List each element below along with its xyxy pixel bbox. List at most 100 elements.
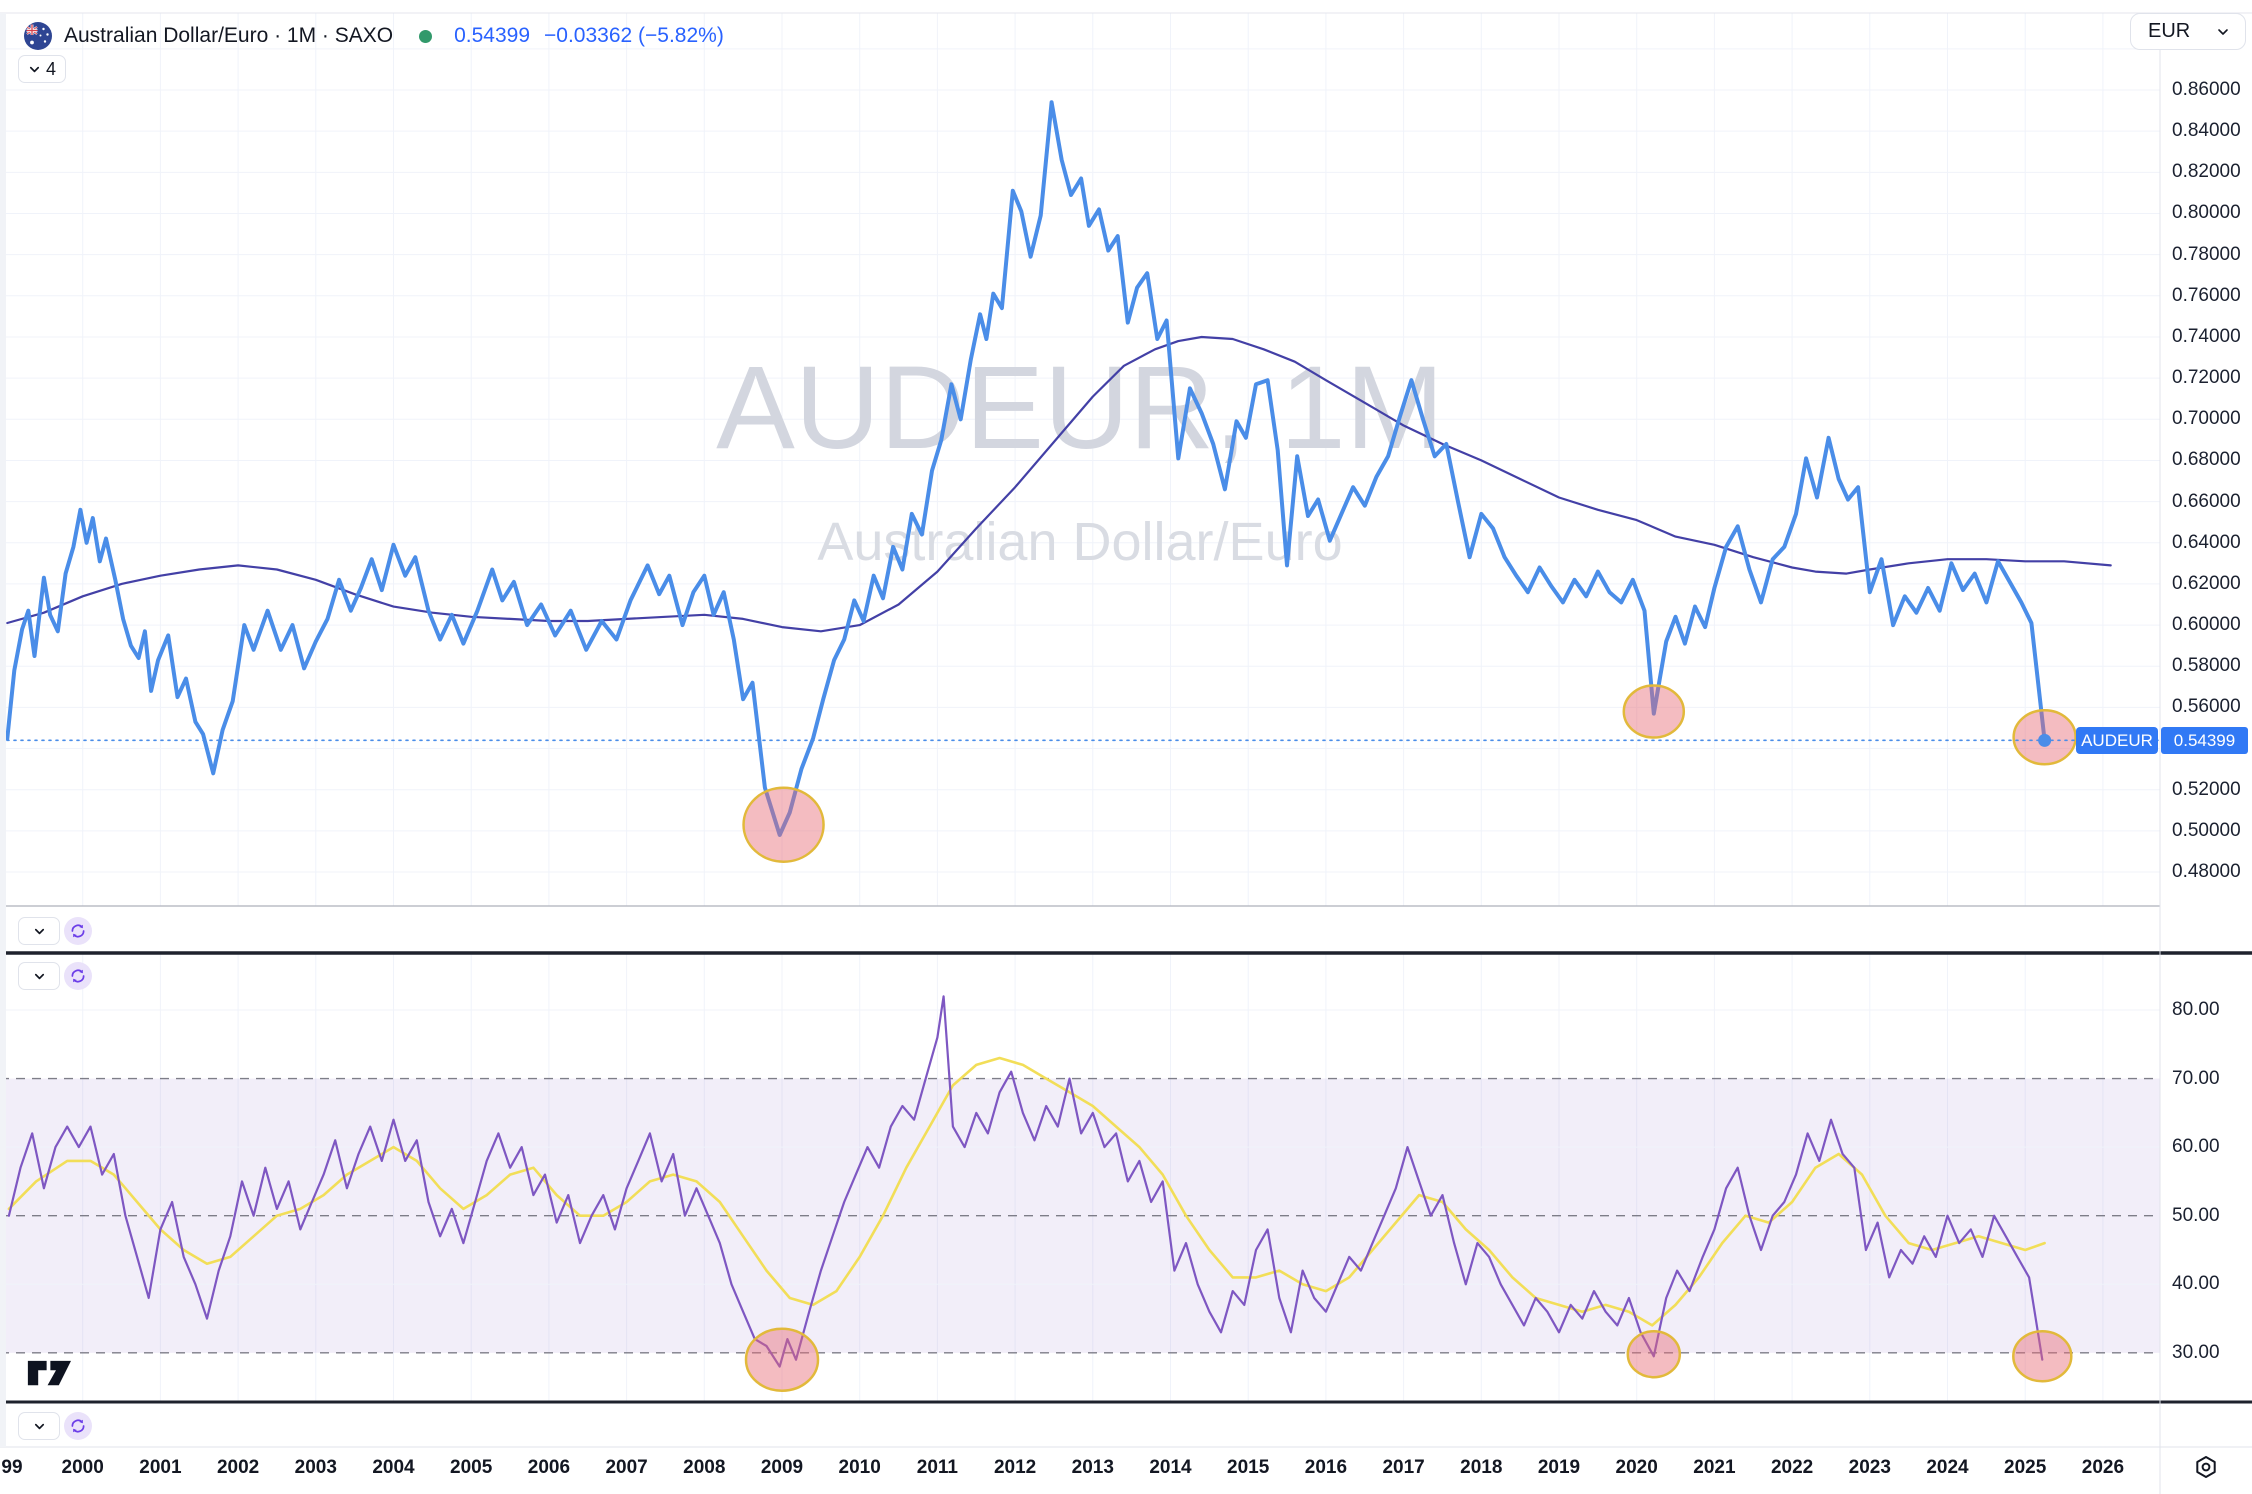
price-tick-label: 0.80000 (2172, 202, 2241, 224)
time-tick-label: 2008 (683, 1457, 726, 1478)
collapse-pane-button[interactable] (18, 917, 60, 945)
panes-count-label: 4 (45, 58, 56, 79)
chevron-down-icon (34, 973, 44, 979)
price-tick-label: 0.82000 (2172, 161, 2241, 183)
price-tick-label: 0.70000 (2172, 408, 2241, 430)
indicator-tick-label: 70.00 (2172, 1067, 2220, 1089)
time-tick-label: 2002 (216, 1457, 260, 1478)
grid-lines (0, 13, 2160, 1402)
sync-icon (71, 1419, 85, 1433)
time-tick-label: 2024 (1926, 1457, 1969, 1478)
series-lines (5, 100, 2112, 1368)
chevron-down-icon (29, 66, 40, 72)
panes-count-button[interactable]: 4 (18, 55, 66, 83)
highlight-circle (744, 1327, 820, 1392)
price-tick-label: 0.64000 (2172, 531, 2241, 553)
currency-label: EUR (2148, 20, 2191, 42)
pane-frame (0, 12, 2252, 1494)
currency-dropdown[interactable]: EUR (2130, 13, 2246, 50)
price-tick-label: 0.58000 (2172, 655, 2241, 677)
time-tick-label: 2007 (605, 1457, 648, 1478)
time-tick-label: 2013 (1071, 1457, 1114, 1478)
chevron-down-icon (34, 928, 44, 934)
price-tick-label: 0.72000 (2172, 367, 2241, 389)
time-tick-label: 99 (1, 1457, 23, 1478)
series-rsi (7, 995, 2044, 1368)
tradingview-logo[interactable] (25, 1358, 87, 1393)
price-tick-label: 0.48000 (2172, 861, 2241, 883)
time-tick-label: 2016 (1304, 1457, 1348, 1478)
price-tick-label: 0.66000 (2172, 490, 2241, 512)
chart-overlays (0, 684, 2161, 1392)
watermark-description: Australian Dollar/Euro (817, 512, 1342, 572)
symbol-title[interactable]: Australian Dollar/Euro · 1M · SAXO (64, 24, 394, 47)
market-status-dot[interactable] (419, 29, 433, 43)
watermark-symbol: AUDEUR, 1M (716, 342, 1444, 474)
gear-icon (2196, 1456, 2216, 1478)
indicator-tick-label: 30.00 (2172, 1341, 2220, 1363)
sync-icon (71, 924, 85, 938)
time-tick-label: 2020 (1615, 1457, 1658, 1478)
highlight-circle (2012, 1330, 2073, 1383)
time-tick-label: 2018 (1460, 1457, 1503, 1478)
time-tick-label: 2009 (760, 1457, 804, 1478)
price-change: −0.03362 (−5.82%) (544, 24, 724, 47)
time-tick-label: 2011 (916, 1457, 958, 1478)
highlight-circle (742, 786, 825, 863)
price-tick-label: 0.50000 (2172, 819, 2241, 841)
price-tick-label: 0.76000 (2172, 284, 2241, 306)
indicator-tick-label: 50.00 (2172, 1204, 2220, 1226)
time-axis-settings-button[interactable] (2191, 1452, 2221, 1487)
quote-values: 0.54399 −0.03362 (−5.82%) (454, 24, 724, 48)
indicator-tick-label: 60.00 (2172, 1136, 2220, 1158)
series-rsi-smoothing (7, 1056, 2046, 1327)
collapse-pane-button[interactable] (18, 1412, 60, 1440)
time-tick-label: 2019 (1537, 1457, 1581, 1478)
symbol-header: Australian Dollar/Euro · 1M · SAXO 0.543… (24, 18, 724, 54)
chevron-down-icon (34, 1423, 44, 1429)
series-audeur-monthly-close (5, 100, 2047, 837)
sync-icon-button[interactable] (64, 962, 92, 990)
time-tick-label: 2025 (2004, 1457, 2047, 1478)
highlight-circle (1626, 1329, 1682, 1379)
time-tick-label: 2001 (139, 1457, 182, 1478)
time-tick-label: 2012 (993, 1457, 1037, 1478)
price-tick-label: 0.60000 (2172, 614, 2241, 636)
last-price: 0.54399 (454, 24, 531, 47)
time-tick-label: 2017 (1382, 1457, 1425, 1478)
time-tick-label: 2015 (1227, 1457, 1270, 1478)
left-edge-strip (0, 13, 6, 1447)
time-tick-label: 2000 (61, 1457, 104, 1478)
collapse-pane-button[interactable] (18, 962, 60, 990)
price-tick-label: 0.74000 (2172, 325, 2241, 347)
highlight-circle (1622, 684, 1686, 739)
time-tick-label: 2005 (450, 1457, 493, 1478)
chevron-down-icon (2218, 28, 2228, 35)
price-tick-label: 0.52000 (2172, 778, 2241, 800)
price-line-tag: AUDEUR (2076, 727, 2158, 754)
last-price-axis-badge: 0.54399 (2161, 727, 2248, 754)
price-tick-label: 0.86000 (2172, 79, 2241, 100)
rsi-band-and-levels (0, 1009, 2160, 1354)
time-tick-label: 2003 (294, 1457, 337, 1478)
time-tick-label: 2004 (372, 1457, 415, 1478)
price-tick-label: 0.78000 (2172, 243, 2241, 265)
price-tick-label: 0.68000 (2172, 449, 2241, 471)
last-price-dot (2038, 733, 2052, 747)
sync-icon-button[interactable] (64, 917, 92, 945)
time-tick-label: 2022 (1770, 1457, 1814, 1478)
time-tick-label: 2014 (1149, 1457, 1192, 1478)
sync-icon-button[interactable] (64, 1412, 92, 1440)
time-tick-label: 2010 (838, 1457, 881, 1478)
time-tick-label: 2006 (527, 1457, 571, 1478)
price-tick-label: 0.56000 (2172, 696, 2241, 718)
time-tick-label: 2026 (2081, 1457, 2125, 1478)
price-tick-label: 0.84000 (2172, 120, 2241, 142)
indicator-tick-label: 80.00 (2172, 999, 2220, 1020)
price-tick-label: 0.62000 (2172, 572, 2241, 594)
time-tick-label: 2023 (1848, 1457, 1891, 1478)
indicator-tick-label: 40.00 (2172, 1273, 2220, 1295)
sync-icon (71, 969, 85, 983)
australia-flag-icon (24, 22, 52, 50)
